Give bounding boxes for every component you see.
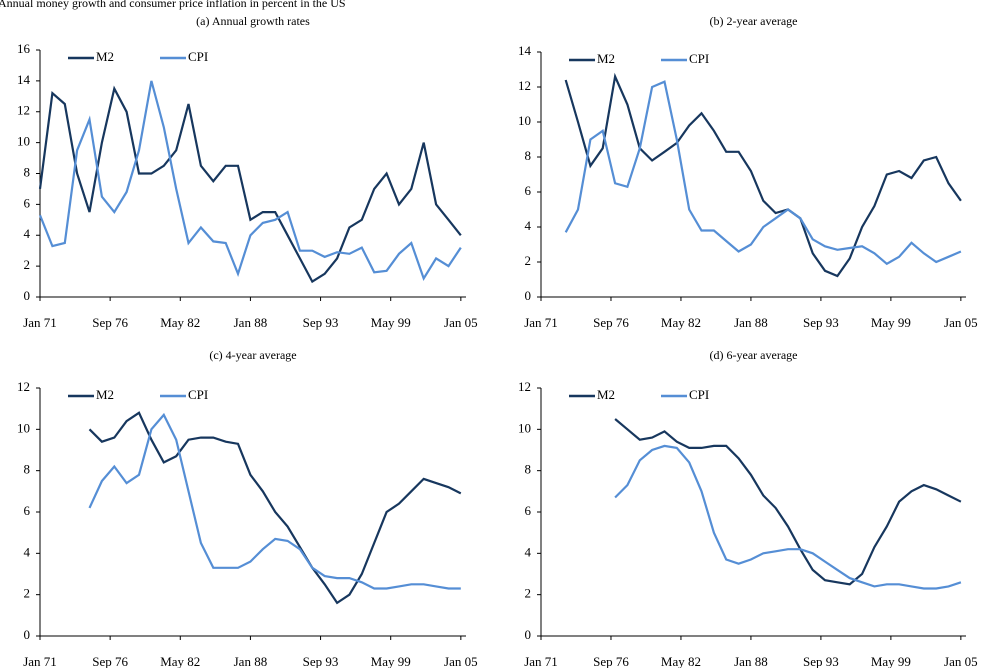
x-tick-label: Jan 05	[444, 654, 478, 668]
y-tick-label: 2	[525, 586, 532, 601]
y-tick-label: 8	[24, 462, 31, 477]
x-tick-label: Jan 88	[734, 315, 768, 330]
y-tick-label: 4	[525, 544, 532, 559]
series-line	[38, 85, 462, 284]
y-tick-label: 6	[24, 195, 31, 210]
legend-label: CPI	[188, 387, 208, 402]
x-tick-label: Jan 05	[444, 315, 478, 330]
y-tick-label: 4	[24, 226, 31, 241]
legend-label: CPI	[188, 49, 208, 64]
x-tick-label: Sep 93	[303, 654, 339, 668]
y-tick-label: 2	[24, 586, 31, 601]
page-title: Annual money growth and consumer price i…	[0, 0, 346, 10]
y-tick-label: 8	[525, 148, 532, 163]
y-tick-label: 2	[24, 257, 31, 272]
panel-title: (c) 4-year average	[209, 348, 296, 362]
y-tick-label: 4	[24, 544, 31, 559]
y-tick-label: 10	[17, 134, 30, 149]
y-tick-label: 12	[17, 103, 30, 118]
y-tick-label: 0	[525, 627, 532, 642]
x-tick-label: Jan 71	[23, 654, 57, 668]
y-tick-label: 10	[518, 113, 531, 128]
x-tick-label: Sep 93	[803, 654, 839, 668]
y-tick-label: 4	[525, 218, 532, 233]
x-tick-label: Sep 93	[803, 315, 839, 330]
x-tick-label: Jan 71	[524, 654, 558, 668]
x-tick-label: Jan 71	[524, 315, 558, 330]
x-tick-label: Jan 05	[944, 315, 978, 330]
panel-title: (d) 6-year average	[710, 348, 798, 362]
legend-label: CPI	[689, 387, 709, 402]
series-line	[564, 72, 962, 278]
x-tick-label: Sep 76	[593, 315, 629, 330]
x-tick-label: Sep 76	[92, 654, 128, 668]
series-line	[614, 418, 962, 586]
series-line	[88, 411, 462, 605]
y-tick-label: 6	[24, 503, 31, 518]
series-line	[564, 80, 962, 266]
x-tick-label: Jan 05	[944, 654, 978, 668]
y-tick-label: 6	[525, 503, 532, 518]
x-tick-label: May 99	[371, 315, 411, 330]
y-tick-label: 12	[17, 379, 30, 394]
panel-title: (b) 2-year average	[710, 14, 798, 28]
y-tick-label: 8	[24, 164, 31, 179]
legend-label: M2	[96, 387, 114, 402]
y-tick-label: 0	[24, 627, 31, 642]
x-tick-label: Jan 88	[234, 315, 268, 330]
y-tick-label: 14	[17, 72, 31, 87]
x-tick-label: Sep 93	[303, 315, 339, 330]
series-line	[614, 444, 962, 590]
y-tick-label: 2	[525, 253, 532, 268]
y-tick-label: 16	[17, 41, 31, 56]
y-tick-label: 12	[518, 379, 531, 394]
legend-label: M2	[597, 387, 615, 402]
y-tick-label: 10	[518, 420, 531, 435]
y-tick-label: 10	[17, 420, 30, 435]
x-tick-label: May 99	[871, 654, 911, 668]
x-tick-label: May 82	[661, 654, 701, 668]
legend-label: M2	[597, 51, 615, 66]
legend-label: M2	[96, 49, 114, 64]
x-tick-label: Sep 76	[593, 654, 629, 668]
y-tick-label: 8	[525, 462, 532, 477]
y-tick-label: 12	[518, 78, 531, 93]
x-tick-label: May 82	[160, 654, 200, 668]
series-line	[38, 80, 462, 282]
x-tick-label: Jan 71	[23, 315, 57, 330]
series-line	[88, 412, 461, 590]
y-tick-label: 14	[518, 43, 532, 58]
legend-label: CPI	[689, 51, 709, 66]
x-tick-label: May 99	[871, 315, 911, 330]
x-tick-label: May 82	[661, 315, 701, 330]
y-tick-label: 6	[525, 183, 532, 198]
x-tick-label: Jan 88	[234, 654, 268, 668]
x-tick-label: May 82	[160, 315, 200, 330]
x-tick-label: Sep 76	[92, 315, 128, 330]
panel-title: (a) Annual growth rates	[196, 14, 310, 28]
y-tick-label: 0	[525, 288, 532, 303]
y-tick-label: 0	[24, 288, 31, 303]
x-tick-label: May 99	[371, 654, 411, 668]
x-tick-label: Jan 88	[734, 654, 768, 668]
